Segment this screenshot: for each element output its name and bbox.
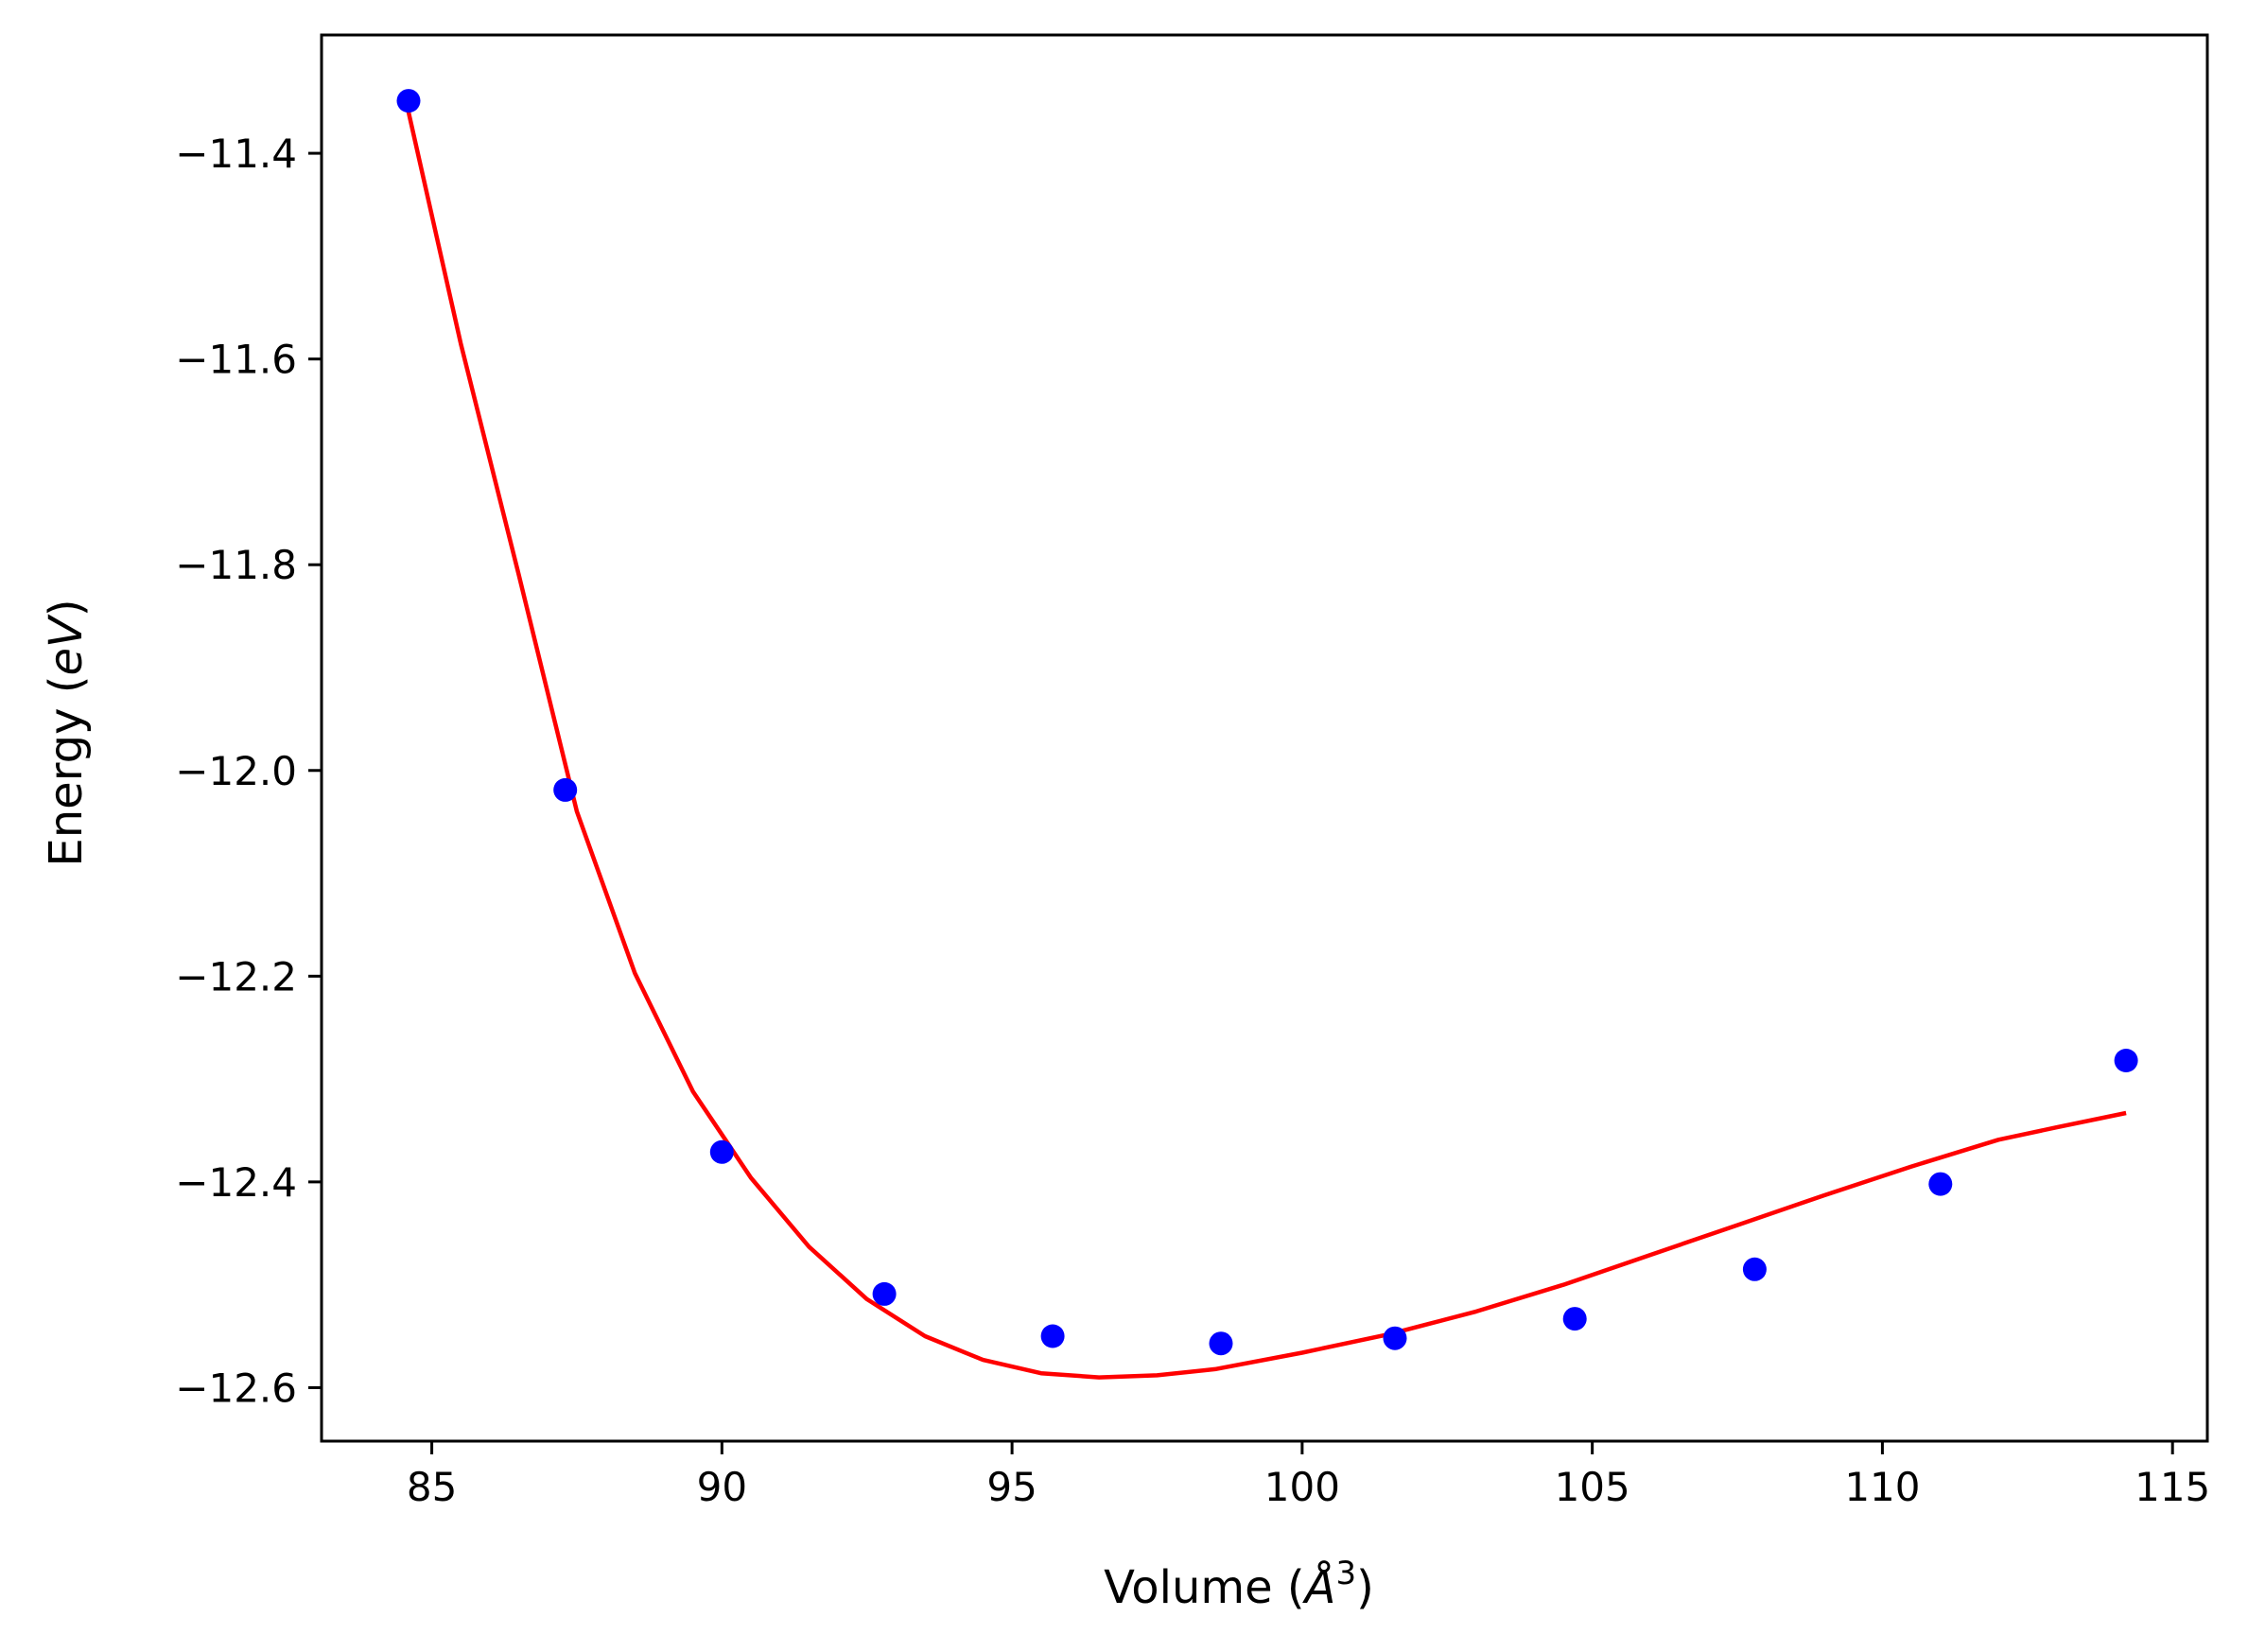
x-tick-label: 95	[986, 1464, 1037, 1510]
y-tick-label: −12.4	[175, 1159, 297, 1206]
data-point	[1928, 1172, 1953, 1196]
x-tick-label: 105	[1555, 1464, 1630, 1510]
data-point	[2114, 1049, 2138, 1072]
data-point	[396, 89, 421, 113]
x-tick-label: 85	[407, 1464, 457, 1510]
data-point	[1383, 1326, 1407, 1350]
y-tick-label: −12.2	[175, 953, 297, 1000]
x-axis-label: Volume (Å3)	[1104, 1555, 1374, 1614]
y-tick-label: −11.4	[175, 130, 297, 177]
y-tick-label: −11.8	[175, 542, 297, 588]
data-point	[1742, 1257, 1767, 1281]
y-tick-label: −12.0	[175, 748, 297, 794]
data-point	[1562, 1307, 1587, 1331]
axes-frame	[320, 33, 2209, 1443]
plot-area	[396, 89, 2138, 1380]
axes: 85 90 95 100 105 110 115 −11.4 −11.6 −11.8 −12.0 −1…	[175, 33, 2210, 1510]
fit-curve-line	[406, 112, 2127, 1380]
data-point	[709, 1139, 734, 1164]
data-point	[1209, 1331, 1233, 1356]
y-tick-label: −11.6	[175, 337, 297, 383]
x-tick-label: 100	[1264, 1464, 1340, 1510]
x-tick-label: 115	[2135, 1464, 2210, 1510]
data-point	[1040, 1324, 1065, 1348]
x-tick-label: 110	[1844, 1464, 1920, 1510]
data-point	[872, 1281, 897, 1306]
y-axis-label: Energy (eV)	[40, 599, 93, 866]
x-tick-label: 90	[697, 1464, 747, 1510]
data-point	[553, 777, 578, 802]
y-tick-label: −12.6	[175, 1365, 297, 1411]
